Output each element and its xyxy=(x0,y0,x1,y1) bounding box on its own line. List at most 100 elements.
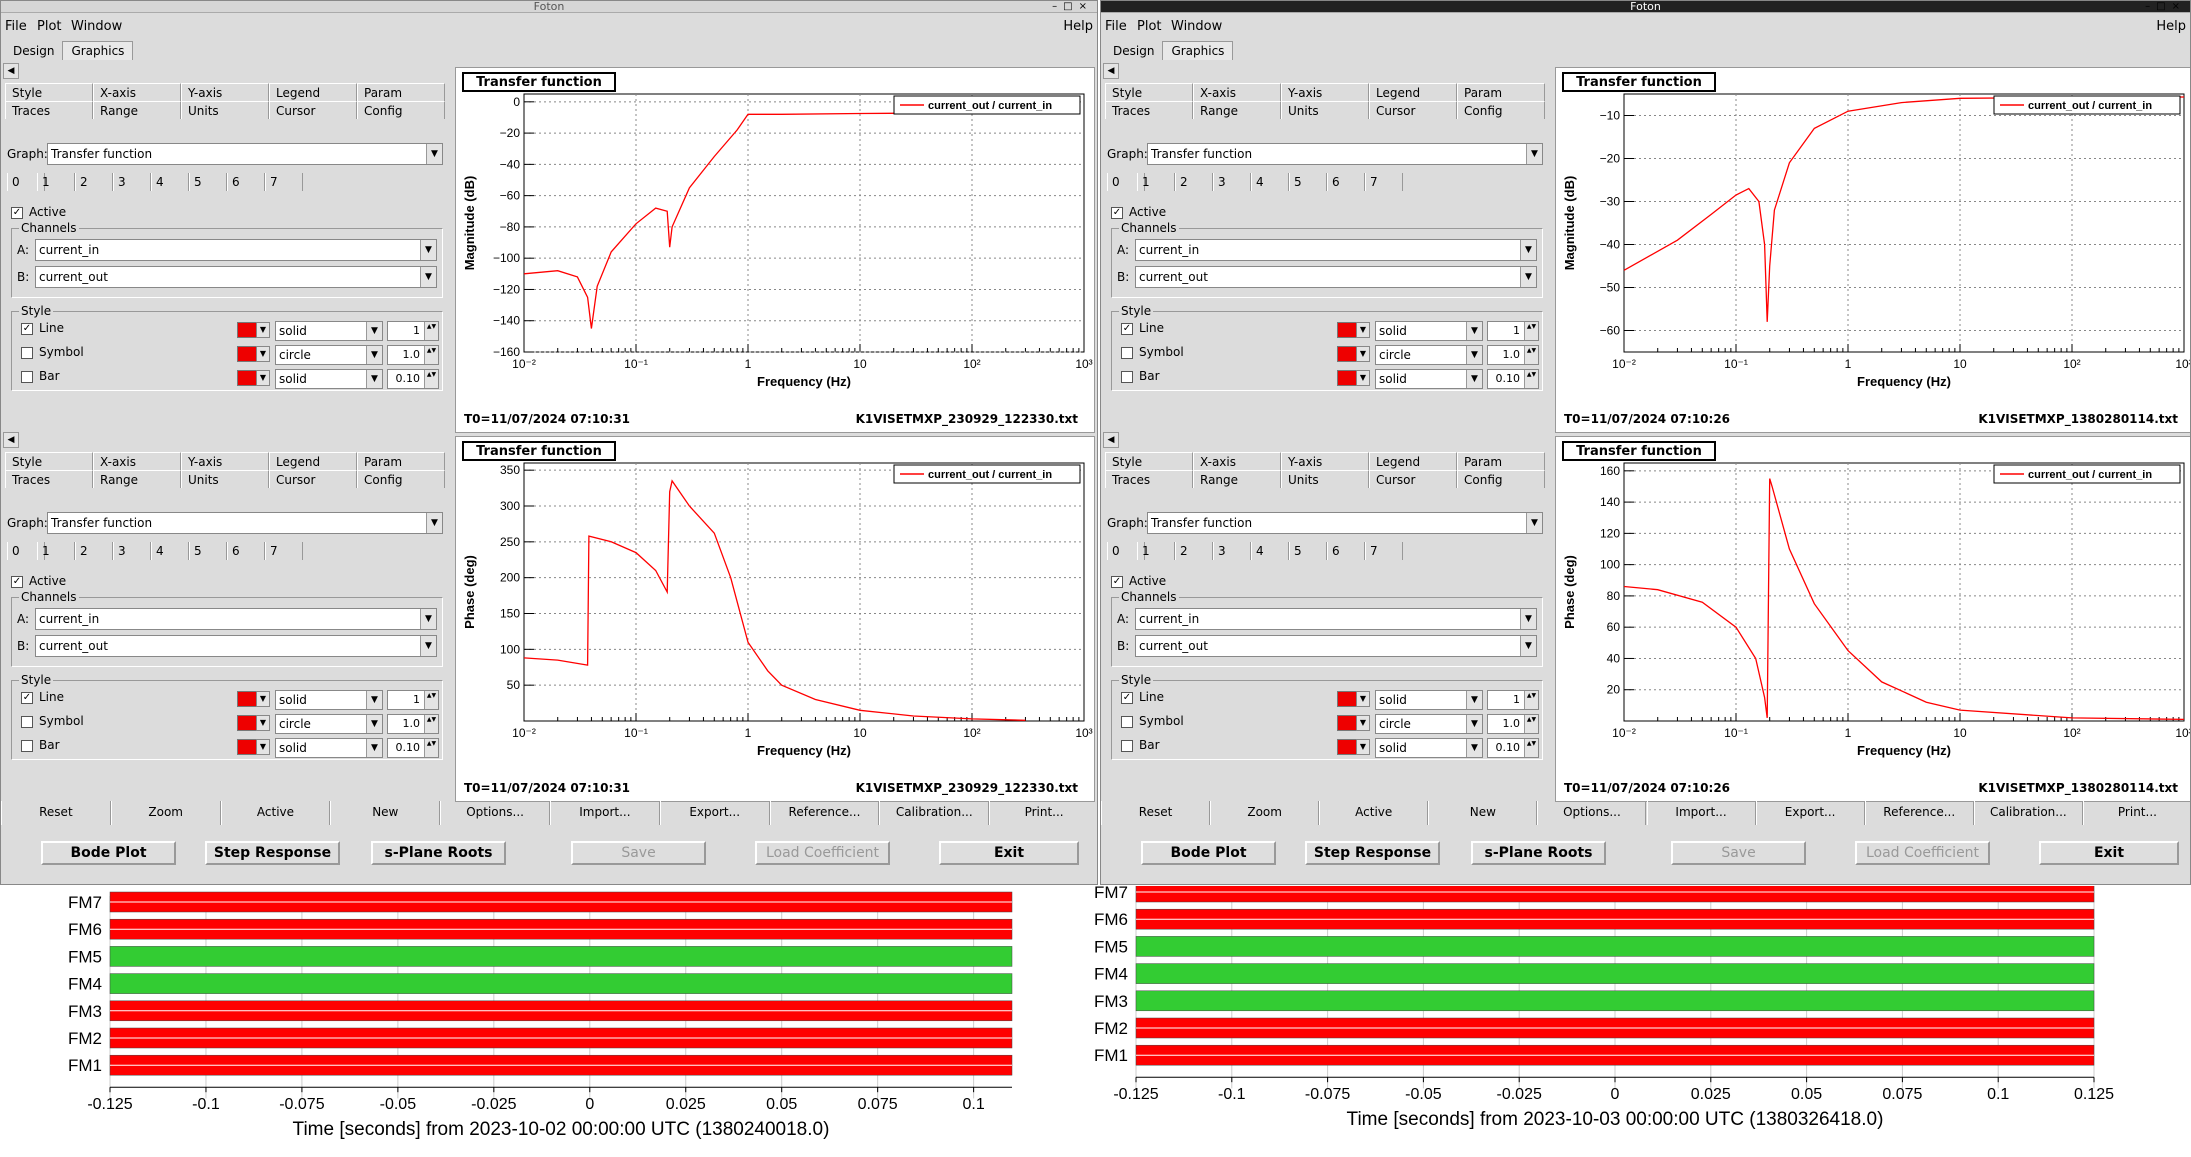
style-kind-select[interactable]: solid ▼ xyxy=(275,321,383,341)
size-spinner[interactable]: 0.10 ▲▼ xyxy=(1487,738,1539,758)
chevron-down-icon[interactable]: ▼ xyxy=(1526,144,1542,164)
size-spinner[interactable]: 1.0 ▲▼ xyxy=(387,345,439,365)
option-tab-cursor[interactable]: Cursor xyxy=(1369,470,1457,488)
option-tab-x-axis[interactable]: X-axis xyxy=(93,452,181,470)
option-tab-style[interactable]: Style xyxy=(1105,452,1193,470)
button-reset[interactable]: Reset xyxy=(1101,801,1211,825)
button-calibration[interactable]: Calibration... xyxy=(879,801,990,825)
chevron-down-icon[interactable]: ▼ xyxy=(256,691,270,707)
spinner-arrows-icon[interactable]: ▲▼ xyxy=(1524,346,1538,364)
trace-tab-3[interactable]: 3 xyxy=(113,542,151,560)
option-tab-x-axis[interactable]: X-axis xyxy=(1193,83,1281,101)
trace-tab-1[interactable]: 1 xyxy=(37,542,75,560)
chevron-down-icon[interactable]: ▼ xyxy=(366,370,382,388)
trace-tab-0[interactable]: 0 xyxy=(1107,173,1145,191)
trace-tab-7[interactable]: 7 xyxy=(1365,542,1403,560)
trace-tab-6[interactable]: 6 xyxy=(227,173,265,191)
option-tab-y-axis[interactable]: Y-axis xyxy=(1281,452,1369,470)
color-swatch[interactable] xyxy=(237,322,257,338)
spinner-arrows-icon[interactable]: ▲▼ xyxy=(1524,322,1538,340)
color-swatch[interactable] xyxy=(1337,346,1357,362)
button-export[interactable]: Export... xyxy=(1755,801,1865,825)
chevron-down-icon[interactable]: ▼ xyxy=(1520,240,1536,260)
spinner-arrows-icon[interactable]: ▲▼ xyxy=(1524,715,1538,733)
menu-plot[interactable]: Plot xyxy=(37,19,62,34)
chevron-down-icon[interactable]: ▼ xyxy=(1520,636,1536,656)
style-kind-select[interactable]: circle ▼ xyxy=(275,714,383,734)
chevron-down-icon[interactable]: ▼ xyxy=(1466,691,1482,709)
load-coefficient-button[interactable]: Load Coefficient xyxy=(755,841,890,865)
chevron-down-icon[interactable]: ▼ xyxy=(1520,609,1536,629)
option-tab-style[interactable]: Style xyxy=(1105,83,1193,101)
trace-tab-4[interactable]: 4 xyxy=(151,173,189,191)
trace-tab-7[interactable]: 7 xyxy=(1365,173,1403,191)
channel-b-select[interactable]: current_out ▼ xyxy=(35,635,437,657)
option-tab-x-axis[interactable]: X-axis xyxy=(93,83,181,101)
trace-tab-7[interactable]: 7 xyxy=(265,542,303,560)
color-swatch[interactable] xyxy=(1337,739,1357,755)
chevron-down-icon[interactable]: ▼ xyxy=(366,739,382,757)
spinner-arrows-icon[interactable]: ▲▼ xyxy=(424,322,438,340)
button-options[interactable]: Options... xyxy=(440,801,550,825)
size-spinner[interactable]: 1.0 ▲▼ xyxy=(1487,714,1539,734)
spinner-arrows-icon[interactable]: ▲▼ xyxy=(424,739,438,757)
chevron-down-icon[interactable]: ▼ xyxy=(1356,370,1370,386)
button-print[interactable]: Print... xyxy=(2082,801,2190,825)
button-reset[interactable]: Reset xyxy=(1,801,111,825)
option-tab-cursor[interactable]: Cursor xyxy=(269,101,357,119)
style-bar-checkbox[interactable] xyxy=(1121,740,1133,752)
style-kind-select[interactable]: solid ▼ xyxy=(1375,690,1483,710)
menu-window[interactable]: Window xyxy=(71,19,123,34)
option-tab-units[interactable]: Units xyxy=(181,470,269,488)
option-tab-style[interactable]: Style xyxy=(5,83,93,101)
chevron-down-icon[interactable]: ▼ xyxy=(426,144,442,164)
option-tab-config[interactable]: Config xyxy=(357,470,445,488)
chevron-down-icon[interactable]: ▼ xyxy=(1466,370,1482,388)
option-tab-legend[interactable]: Legend xyxy=(269,83,357,101)
chevron-down-icon[interactable]: ▼ xyxy=(420,267,436,287)
tab-design[interactable]: Design xyxy=(1113,44,1155,58)
button-import[interactable]: Import... xyxy=(550,801,660,825)
chevron-down-icon[interactable]: ▼ xyxy=(1356,691,1370,707)
spinner-arrows-icon[interactable]: ▲▼ xyxy=(1524,739,1538,757)
graph-select[interactable]: Transfer function ▼ xyxy=(1147,512,1543,534)
style-kind-select[interactable]: solid ▼ xyxy=(275,738,383,758)
save-button[interactable]: Save xyxy=(1671,841,1806,865)
style-kind-select[interactable]: circle ▼ xyxy=(275,345,383,365)
trace-tab-6[interactable]: 6 xyxy=(227,542,265,560)
window-controls[interactable]: –□× xyxy=(1052,1,1093,12)
style-kind-select[interactable]: solid ▼ xyxy=(1375,369,1483,389)
color-swatch[interactable] xyxy=(1337,715,1357,731)
chevron-down-icon[interactable]: ▼ xyxy=(366,715,382,733)
chevron-down-icon[interactable]: ▼ xyxy=(1356,322,1370,338)
color-swatch[interactable] xyxy=(237,715,257,731)
trace-tab-2[interactable]: 2 xyxy=(1175,173,1213,191)
trace-tab-3[interactable]: 3 xyxy=(1213,173,1251,191)
trace-tab-2[interactable]: 2 xyxy=(75,542,113,560)
trace-tab-2[interactable]: 2 xyxy=(1175,542,1213,560)
option-tab-units[interactable]: Units xyxy=(1281,470,1369,488)
option-tab-param[interactable]: Param xyxy=(1457,83,1545,101)
color-swatch[interactable] xyxy=(237,739,257,755)
color-swatch[interactable] xyxy=(1337,322,1357,338)
option-tab-y-axis[interactable]: Y-axis xyxy=(1281,83,1369,101)
option-tab-param[interactable]: Param xyxy=(357,83,445,101)
trace-tab-1[interactable]: 1 xyxy=(1137,542,1175,560)
spinner-arrows-icon[interactable]: ▲▼ xyxy=(424,346,438,364)
button-active[interactable]: Active xyxy=(220,801,331,825)
style-line-checkbox[interactable]: ✓ xyxy=(1121,692,1133,704)
option-tab-range[interactable]: Range xyxy=(93,101,181,119)
trace-tab-1[interactable]: 1 xyxy=(1137,173,1175,191)
chevron-down-icon[interactable]: ▼ xyxy=(366,346,382,364)
scroll-left-icon[interactable]: ◀ xyxy=(3,432,19,448)
s-plane-roots-button[interactable]: s-Plane Roots xyxy=(371,841,506,865)
trace-tab-4[interactable]: 4 xyxy=(151,542,189,560)
button-new[interactable]: New xyxy=(330,801,441,825)
style-kind-select[interactable]: solid ▼ xyxy=(1375,738,1483,758)
option-tab-style[interactable]: Style xyxy=(5,452,93,470)
style-symbol-checkbox[interactable] xyxy=(1121,716,1133,728)
spinner-arrows-icon[interactable]: ▲▼ xyxy=(424,691,438,709)
trace-tab-5[interactable]: 5 xyxy=(189,173,227,191)
size-spinner[interactable]: 0.10 ▲▼ xyxy=(387,738,439,758)
trace-tab-5[interactable]: 5 xyxy=(1289,542,1327,560)
